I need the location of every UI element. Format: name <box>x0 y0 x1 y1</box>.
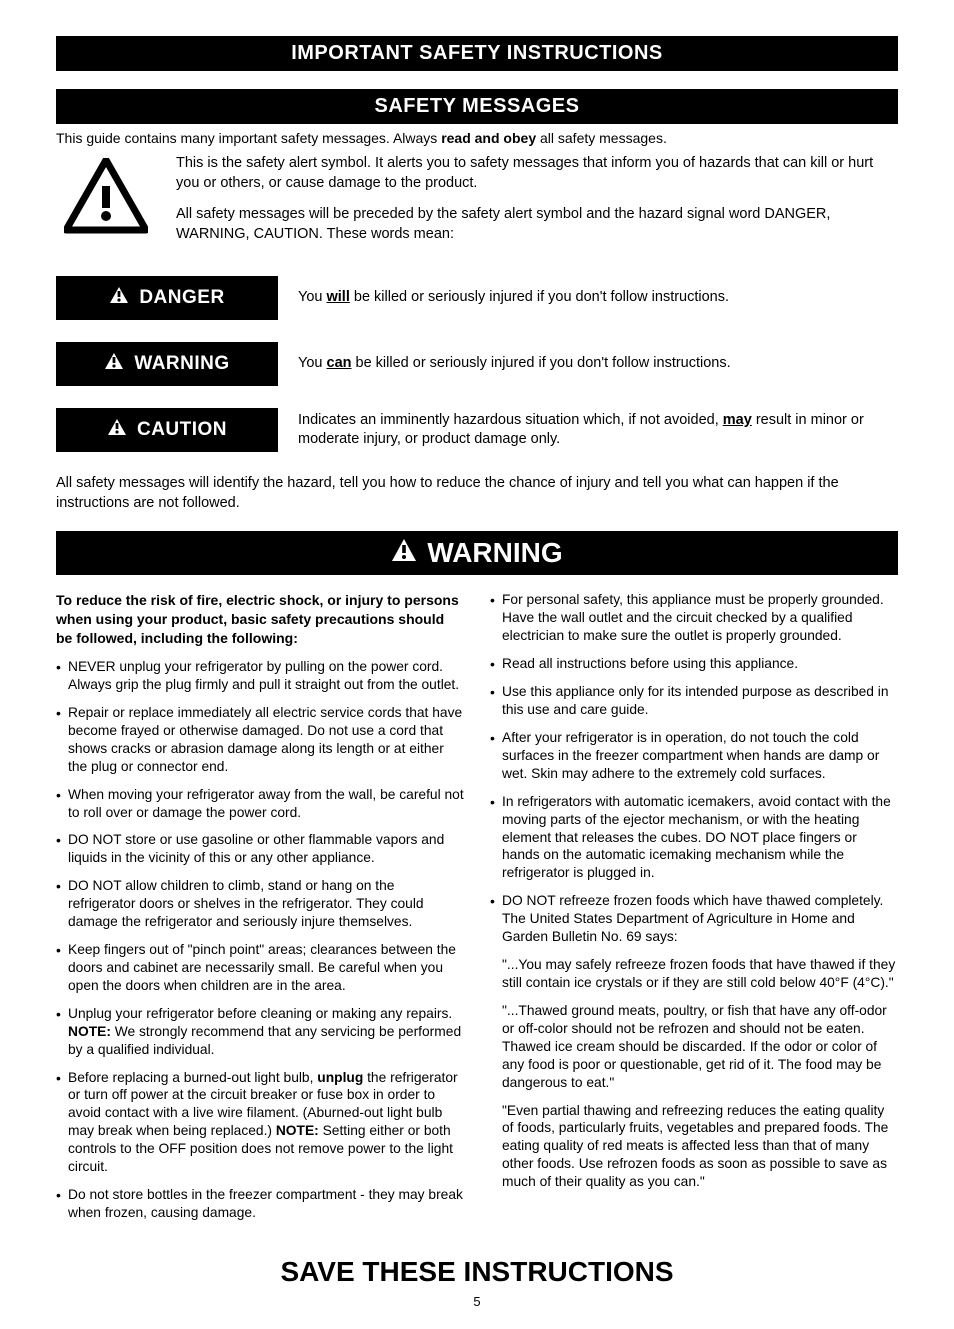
list-item: NEVER unplug your refrigerator by pullin… <box>56 658 464 694</box>
caution-text: CAUTION <box>137 419 227 441</box>
warning-bar: WARNING <box>56 531 898 575</box>
list-item: DO NOT store or use gasoline or other fl… <box>56 831 464 867</box>
quote-2: "...Thawed ground meats, poultry, or fis… <box>490 1002 898 1092</box>
warning-pre: You <box>298 355 327 371</box>
danger-pre: You <box>298 289 327 305</box>
page-number: 5 <box>56 1294 898 1309</box>
note2-pre1: Before replacing a burned-out light bulb… <box>68 1070 317 1085</box>
warning-intro: To reduce the risk of fire, electric sho… <box>56 591 464 648</box>
warning-triangle-icon <box>391 537 417 569</box>
warning-bar-text: WARNING <box>427 537 562 569</box>
warning-triangle-icon <box>104 352 124 376</box>
danger-u: will <box>327 289 350 305</box>
save-instructions-title: SAVE THESE INSTRUCTIONS <box>56 1256 898 1288</box>
hazard-row-danger: DANGER You will be killed or seriously i… <box>56 276 898 320</box>
right-list: For personal safety, this appliance must… <box>490 591 898 946</box>
warning-u: can <box>327 355 352 371</box>
list-item: Use this appliance only for its intended… <box>490 683 898 719</box>
alert-symbol-row: This is the safety alert symbol. It aler… <box>56 154 898 256</box>
header-important: IMPORTANT SAFETY INSTRUCTIONS <box>56 36 898 71</box>
quote-3: "Even partial thawing and refreezing red… <box>490 1102 898 1192</box>
alert-p1: This is the safety alert symbol. It aler… <box>176 154 898 193</box>
left-column: To reduce the risk of fire, electric sho… <box>56 575 464 1232</box>
list-item: Before replacing a burned-out light bulb… <box>56 1069 464 1177</box>
warning-columns: To reduce the risk of fire, electric sho… <box>56 575 898 1232</box>
caution-label: CAUTION <box>56 408 278 452</box>
list-item: DO NOT refreeze frozen foods which have … <box>490 892 898 946</box>
quote-1: "...You may safely refreeze frozen foods… <box>490 956 898 992</box>
header-safety-messages: SAFETY MESSAGES <box>56 89 898 124</box>
alert-p2: All safety messages will be preceded by … <box>176 205 898 244</box>
warning-text: WARNING <box>134 353 229 375</box>
left-list: NEVER unplug your refrigerator by pullin… <box>56 658 464 1222</box>
hazard-table: DANGER You will be killed or seriously i… <box>56 276 898 452</box>
caution-u: may <box>723 412 752 428</box>
list-item: When moving your refrigerator away from … <box>56 786 464 822</box>
danger-text: DANGER <box>139 287 224 309</box>
note1-b: NOTE: <box>68 1024 111 1039</box>
list-item: Repair or replace immediately all electr… <box>56 704 464 776</box>
note2-b2: NOTE: <box>276 1123 319 1138</box>
list-item: DO NOT allow children to climb, stand or… <box>56 877 464 931</box>
warning-triangle-icon <box>109 286 129 310</box>
list-item: Unplug your refrigerator before cleaning… <box>56 1005 464 1059</box>
intro-bold: read and obey <box>441 130 536 146</box>
caution-desc: Indicates an imminently hazardous situat… <box>278 411 898 450</box>
list-item: After your refrigerator is in operation,… <box>490 729 898 783</box>
danger-desc: You will be killed or seriously injured … <box>278 288 898 308</box>
note1-post: We strongly recommend that any servicing… <box>68 1024 461 1057</box>
danger-label: DANGER <box>56 276 278 320</box>
hazard-row-warning: WARNING You can be killed or seriously i… <box>56 342 898 386</box>
warning-label: WARNING <box>56 342 278 386</box>
alert-description: This is the safety alert symbol. It aler… <box>176 154 898 256</box>
intro-post: all safety messages. <box>536 130 667 146</box>
hazard-row-caution: CAUTION Indicates an imminently hazardou… <box>56 408 898 452</box>
note1-pre: Unplug your refrigerator before cleaning… <box>68 1006 452 1021</box>
list-item: In refrigerators with automatic icemaker… <box>490 793 898 883</box>
warning-triangle-icon <box>107 418 127 442</box>
list-item: For personal safety, this appliance must… <box>490 591 898 645</box>
intro-text: This guide contains many important safet… <box>56 130 898 146</box>
alert-triangle-icon <box>56 154 156 256</box>
warning-desc: You can be killed or seriously injured i… <box>278 354 898 374</box>
caution-pre: Indicates an imminently hazardous situat… <box>298 412 723 428</box>
warning-post: be killed or seriously injured if you do… <box>352 355 731 371</box>
note2-b1: unplug <box>317 1070 363 1085</box>
list-item: Do not store bottles in the freezer comp… <box>56 1186 464 1222</box>
right-column: For personal safety, this appliance must… <box>490 575 898 1232</box>
danger-post: be killed or seriously injured if you do… <box>350 289 729 305</box>
intro-pre: This guide contains many important safet… <box>56 130 441 146</box>
closing-text: All safety messages will identify the ha… <box>56 474 898 513</box>
list-item: Read all instructions before using this … <box>490 655 898 673</box>
list-item: Keep fingers out of "pinch point" areas;… <box>56 941 464 995</box>
